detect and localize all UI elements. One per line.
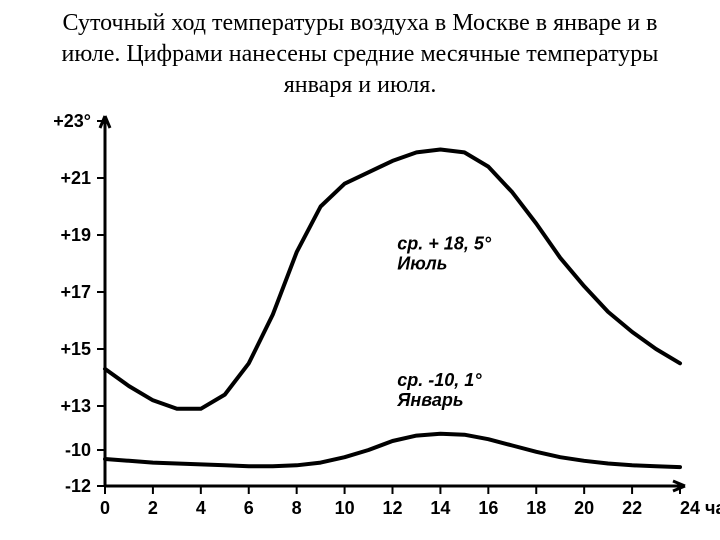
- y-tick-label: +13: [60, 396, 91, 416]
- series-january: [105, 433, 680, 466]
- january-month-label: Январь: [396, 390, 463, 410]
- y-tick-label: -12: [65, 476, 91, 496]
- x-tick-label: 6: [244, 498, 254, 518]
- y-tick-label: -10: [65, 440, 91, 460]
- x-tick-label: 12: [382, 498, 402, 518]
- x-tick-label: 24 час.: [680, 498, 720, 518]
- y-tick-label: +15: [60, 339, 91, 359]
- july-month-label: Июль: [397, 253, 447, 273]
- chart-title: Суточный ход температуры воздуха в Москв…: [0, 0, 720, 106]
- x-tick-label: 2: [148, 498, 158, 518]
- x-tick-label: 8: [292, 498, 302, 518]
- x-tick-label: 0: [100, 498, 110, 518]
- x-tick-label: 10: [335, 498, 355, 518]
- january-avg-label: ср. -10, 1°: [397, 370, 482, 390]
- july-avg-label: ср. + 18, 5°: [397, 233, 492, 253]
- x-tick-label: 4: [196, 498, 206, 518]
- x-tick-label: 20: [574, 498, 594, 518]
- y-tick-label: +19: [60, 225, 91, 245]
- chart-svg: 0 2 4 6 8 10 12 14 16 18 20 22 24 час. +13 +15 +17 +19 +2…: [0, 106, 720, 536]
- x-tick-label: 18: [526, 498, 546, 518]
- x-tick-label: 22: [622, 498, 642, 518]
- y-tick-label: +21: [60, 168, 91, 188]
- x-tick-label: 16: [478, 498, 498, 518]
- y-tick-label: +17: [60, 282, 91, 302]
- y-tick-label: +23°: [53, 111, 91, 131]
- chart-area: 0 2 4 6 8 10 12 14 16 18 20 22 24 час. +13 +15 +17 +19 +2…: [0, 106, 720, 536]
- series-july: [105, 149, 680, 408]
- x-tick-label: 14: [430, 498, 450, 518]
